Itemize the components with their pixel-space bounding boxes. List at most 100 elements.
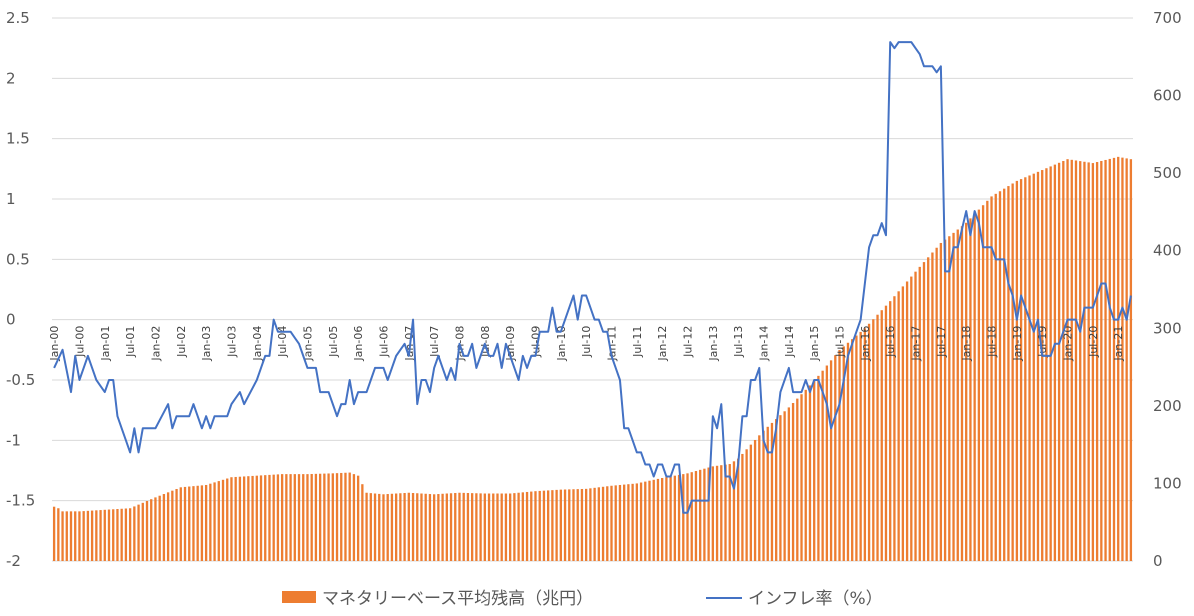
- bar: [1057, 162, 1061, 562]
- bar: [559, 489, 562, 561]
- bar: [217, 481, 220, 561]
- bar: [500, 493, 503, 561]
- bar: [922, 262, 926, 561]
- bar: [859, 331, 862, 561]
- bar: [631, 483, 634, 561]
- bar: [690, 472, 693, 561]
- bar: [475, 493, 478, 561]
- legend-label-bars: マネタリーベース平均残高（兆円）: [322, 589, 593, 609]
- bar: [998, 191, 1002, 562]
- bar: [825, 365, 829, 561]
- bar: [251, 475, 254, 561]
- x-tick-label: Jan-04: [251, 326, 264, 362]
- bar: [416, 493, 419, 561]
- bar: [593, 487, 596, 561]
- bar: [509, 493, 512, 561]
- right-tick-label: 400: [1153, 242, 1182, 260]
- bar: [880, 310, 883, 561]
- bar: [470, 493, 474, 562]
- bar: [344, 472, 347, 561]
- bar: [525, 491, 529, 561]
- x-tick-label: Jul-18: [986, 326, 999, 358]
- bar: [741, 453, 744, 561]
- bar: [302, 474, 305, 561]
- x-tick-label: Jul-11: [631, 326, 644, 358]
- bar: [677, 474, 681, 561]
- bar: [162, 494, 166, 561]
- bar: [272, 474, 275, 561]
- bar: [563, 489, 567, 561]
- bar: [770, 422, 774, 561]
- bar: [411, 493, 415, 561]
- bar: [981, 205, 985, 561]
- bar: [128, 508, 132, 561]
- bar: [141, 502, 144, 561]
- bar: [766, 426, 769, 561]
- bar: [293, 474, 296, 561]
- bar: [589, 488, 592, 561]
- bar: [166, 492, 170, 561]
- bar: [390, 493, 394, 561]
- bar: [597, 487, 600, 561]
- bar: [1112, 157, 1116, 561]
- bar: [914, 271, 917, 561]
- x-tick-label: Jan-17: [910, 326, 923, 362]
- bar: [787, 407, 791, 561]
- legend-swatch-bars: [282, 591, 316, 603]
- bar: [424, 493, 427, 561]
- bar: [627, 484, 630, 561]
- left-tick-label: -0.5: [6, 371, 35, 389]
- bar: [513, 493, 516, 562]
- bar: [378, 493, 381, 561]
- bar: [496, 493, 499, 561]
- bar: [884, 305, 888, 561]
- bar: [327, 473, 330, 561]
- bar: [1019, 179, 1023, 561]
- bar: [234, 476, 237, 561]
- bar: [103, 509, 106, 561]
- bar: [188, 486, 191, 561]
- bar: [534, 491, 537, 561]
- bar: [230, 477, 233, 561]
- bar: [720, 465, 723, 561]
- bar: [648, 480, 651, 561]
- bar: [732, 461, 736, 561]
- bar-series: [52, 156, 1133, 562]
- bar: [576, 489, 579, 561]
- bar: [753, 439, 757, 561]
- right-axis: 700 600 500 400 300 200 100 0: [1153, 9, 1182, 570]
- bar: [399, 493, 402, 561]
- x-tick-label: Jul-04: [276, 326, 289, 358]
- bar: [610, 485, 613, 561]
- bar: [264, 475, 267, 561]
- bar: [745, 449, 748, 561]
- bar: [361, 484, 364, 561]
- bar: [952, 232, 955, 561]
- bar: [449, 493, 453, 561]
- bar: [711, 466, 714, 561]
- right-tick-label: 700: [1153, 9, 1182, 27]
- bar: [369, 493, 372, 562]
- bar: [297, 474, 301, 561]
- bar: [686, 473, 689, 561]
- x-tick-label: Jan-21: [1112, 326, 1125, 362]
- bar: [323, 473, 326, 561]
- bar: [960, 226, 964, 561]
- bar: [420, 493, 423, 561]
- bar: [1104, 159, 1107, 561]
- bar: [238, 476, 242, 561]
- bar: [994, 193, 997, 561]
- bar: [314, 473, 318, 561]
- bar: [487, 493, 491, 561]
- bar: [547, 490, 550, 561]
- bar: [171, 490, 174, 561]
- bar: [842, 346, 845, 561]
- bar: [200, 485, 204, 561]
- bar: [1095, 162, 1099, 561]
- bar: [1011, 183, 1014, 562]
- x-tick-label: Jul-00: [73, 326, 86, 358]
- bar: [656, 478, 660, 561]
- x-tick-label: Jan-13: [707, 326, 720, 362]
- x-tick-label: Jan-14: [758, 326, 771, 362]
